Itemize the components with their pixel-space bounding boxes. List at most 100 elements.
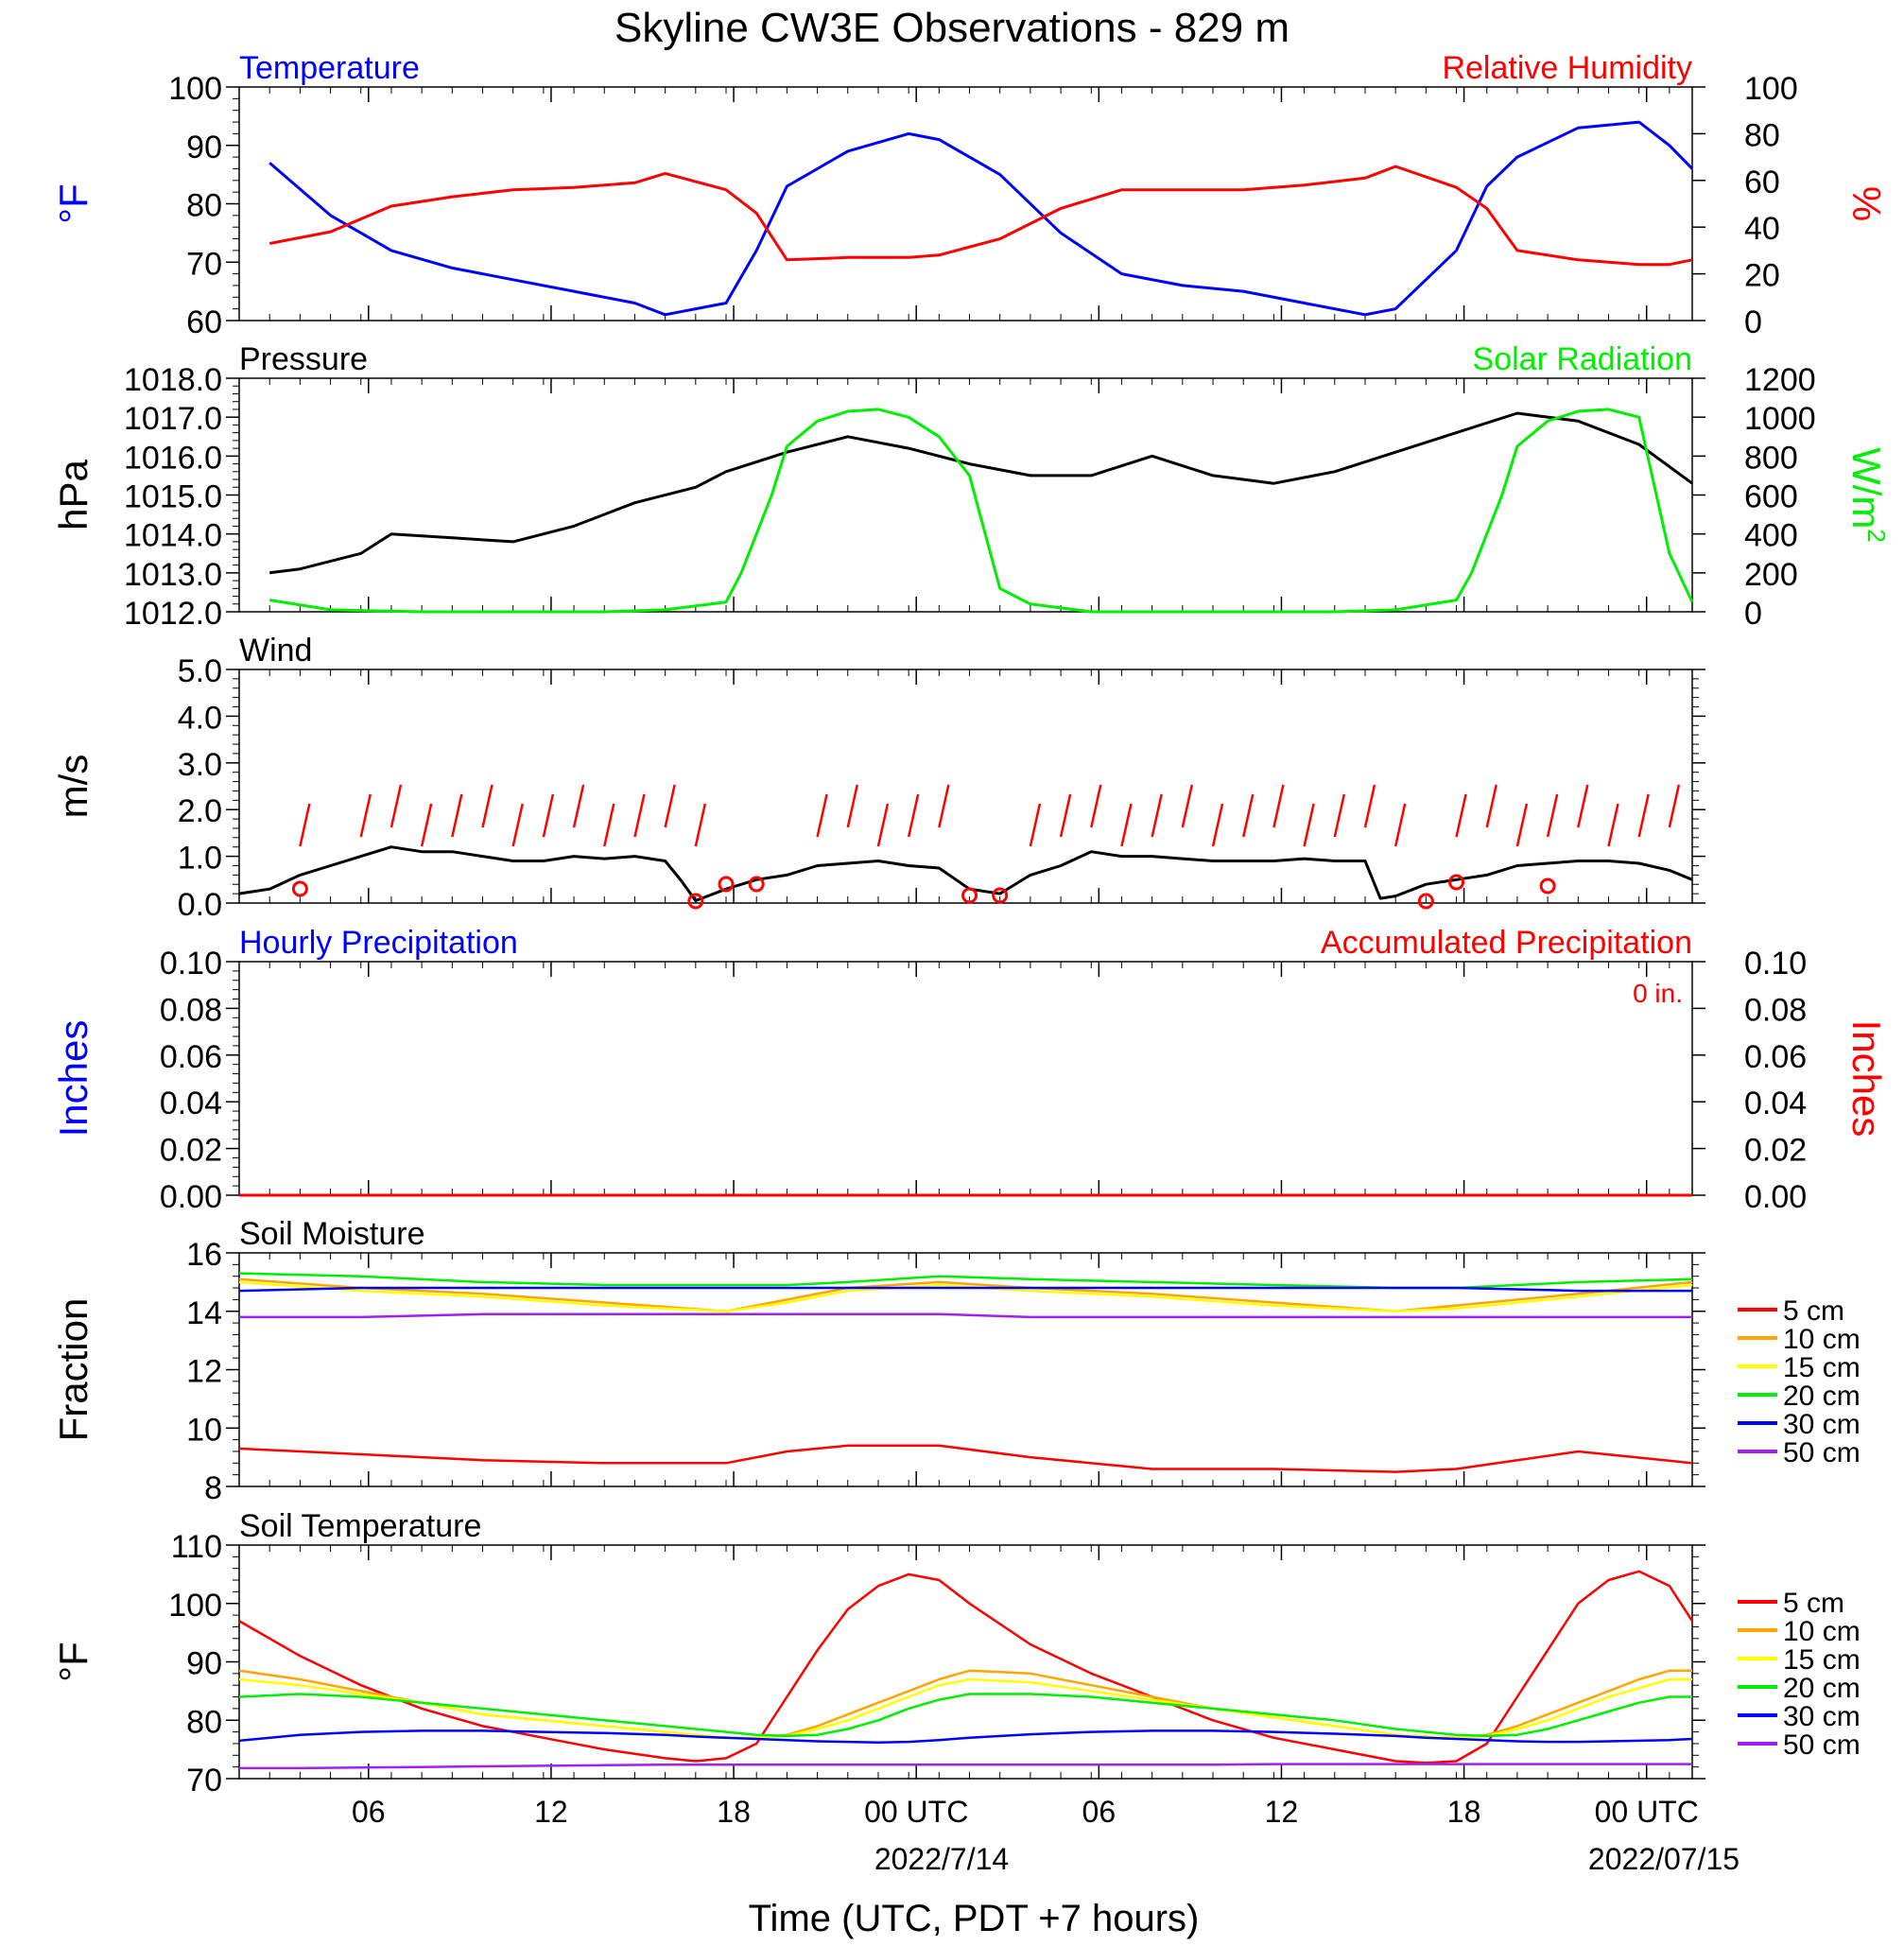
panel-0: 100 90 80 70 60 100 80 60 40 20 0 Temperature Relati… xyxy=(51,50,1889,340)
wind-barb xyxy=(481,784,493,828)
y-tick-label-left: 80 xyxy=(186,1704,222,1740)
wind-barb xyxy=(1515,803,1529,847)
x-tick-label: 12 xyxy=(1265,1795,1299,1829)
y-tick-label-right: 0.02 xyxy=(1744,1133,1807,1169)
series-line-20-cm xyxy=(238,1693,1692,1738)
y-tick-label-right: 0 xyxy=(1744,304,1762,340)
calm-wind-marker xyxy=(992,887,1009,904)
panel-title-right: Solar Radiation xyxy=(1473,341,1692,377)
unit-superscript: 2 xyxy=(1862,529,1891,542)
legend-label: 50 cm xyxy=(1783,1437,1861,1468)
x-tick-label: 18 xyxy=(717,1795,751,1829)
plot-frame xyxy=(238,377,1693,613)
y-tick-label-left: 12 xyxy=(186,1354,222,1390)
wind-barb xyxy=(1393,803,1407,847)
series-line-5-cm xyxy=(238,1570,1694,1764)
legend-label: 15 cm xyxy=(1783,1644,1861,1676)
y-tick-label-left: 1018.0 xyxy=(124,362,222,398)
y-tick-label-right: 0.08 xyxy=(1744,992,1807,1028)
y-axis-label-right: % xyxy=(1844,186,1889,221)
wind-barb xyxy=(1303,803,1315,847)
y-tick-label-left: 8 xyxy=(204,1470,222,1506)
wind-barb xyxy=(511,803,524,847)
plot-frame xyxy=(238,86,1693,321)
legend-label: 20 cm xyxy=(1783,1381,1861,1412)
wind-barb xyxy=(451,793,463,838)
wind-barb xyxy=(1272,784,1285,828)
series-line-10-cm xyxy=(238,1277,1693,1313)
wind-barb xyxy=(1029,803,1042,847)
wind-barb xyxy=(1668,784,1681,828)
wind-barb xyxy=(420,803,433,847)
calm-wind-marker xyxy=(687,893,704,910)
legend-label: 15 cm xyxy=(1783,1352,1861,1383)
legend-label: 10 cm xyxy=(1783,1616,1861,1647)
series-line-solar-radiation xyxy=(268,408,1694,614)
date-label-1: 2022/7/14 xyxy=(874,1842,1009,1876)
calm-wind-marker xyxy=(1539,877,1556,895)
y-axis-label-right: Inches xyxy=(1844,1020,1889,1138)
wind-barb xyxy=(389,784,403,828)
panel-title-right: Relative Humidity xyxy=(1442,50,1692,86)
precip-total-annotation: 0 in. xyxy=(1633,979,1683,1008)
panel-title-right: Accumulated Precipitation xyxy=(1321,925,1692,961)
y-tick-label-left: 110 xyxy=(171,1529,222,1565)
series-line-5-cm xyxy=(238,1444,1693,1473)
wind-barb xyxy=(694,803,707,847)
legend-label: 30 cm xyxy=(1783,1701,1861,1732)
y-tick-label-left: 0.00 xyxy=(160,1179,222,1215)
y-axis-label-left: m/s xyxy=(51,755,95,819)
panel-3: 0.10 0.08 0.06 0.04 0.02 0.00 0.10 0.08 0.06 0.04… xyxy=(51,925,1889,1215)
y-tick-label-left: 1012.0 xyxy=(124,596,222,632)
series-line-30-cm xyxy=(238,1729,1693,1744)
wind-barb xyxy=(1333,793,1346,838)
wind-barb xyxy=(603,803,615,847)
y-tick-label-left: 90 xyxy=(186,1646,222,1682)
wind-barb xyxy=(1607,803,1619,847)
wind-barb xyxy=(664,784,676,828)
y-tick-label-left: 80 xyxy=(186,188,222,224)
y-tick-label-left: 0.08 xyxy=(160,992,222,1028)
y-tick-label-left: 4.0 xyxy=(178,700,222,736)
wind-barb xyxy=(572,784,585,828)
y-tick-label-left: 90 xyxy=(186,130,222,165)
y-tick-label-right: 1000 xyxy=(1744,401,1816,437)
wind-barb xyxy=(938,784,950,828)
wind-barb xyxy=(1090,784,1102,828)
y-tick-label-right: 60 xyxy=(1744,165,1780,200)
y-tick-label-left: 1016.0 xyxy=(124,440,222,476)
y-tick-label-left: 0.10 xyxy=(160,946,222,982)
series-line-50-cm xyxy=(239,1763,1692,1770)
y-tick-label-right: 800 xyxy=(1744,440,1798,476)
y-tick-label-right: 1200 xyxy=(1744,362,1816,398)
series-line-50-cm xyxy=(239,1312,1692,1319)
y-tick-label-left: 0.0 xyxy=(178,887,222,923)
y-tick-label-left: 3.0 xyxy=(178,747,222,783)
y-tick-label-left: 100 xyxy=(168,1588,222,1624)
y-tick-label-right: 0.06 xyxy=(1744,1039,1807,1075)
y-tick-label-left: 0.04 xyxy=(160,1086,222,1121)
y-tick-label-left: 1017.0 xyxy=(124,401,222,437)
wind-barb xyxy=(1059,793,1072,838)
y-tick-label-left: 5.0 xyxy=(178,653,222,689)
wind-barb xyxy=(299,803,311,847)
panel-1: 1018.01017.01016.01015.01014.01013.01012… xyxy=(51,341,1891,632)
legend-label: 30 cm xyxy=(1783,1409,1861,1440)
legend-label: 10 cm xyxy=(1783,1324,1861,1355)
y-tick-label-right: 0.10 xyxy=(1744,946,1807,982)
wind-barb xyxy=(1546,793,1559,838)
series-line-15-cm xyxy=(238,1677,1692,1740)
y-axis-label-left: Inches xyxy=(51,1020,95,1138)
y-tick-label-right: 400 xyxy=(1744,518,1798,554)
plot-frame xyxy=(238,669,1693,904)
panel-title-left: Temperature xyxy=(239,50,420,86)
plot-frame xyxy=(238,1544,1693,1780)
x-tick-label: 06 xyxy=(352,1795,386,1829)
series-line-temperature xyxy=(268,120,1694,317)
wind-barb xyxy=(1241,793,1255,838)
series-line-30-cm xyxy=(238,1286,1692,1293)
wind-barb xyxy=(542,793,555,838)
y-tick-label-left: 1014.0 xyxy=(124,518,222,554)
